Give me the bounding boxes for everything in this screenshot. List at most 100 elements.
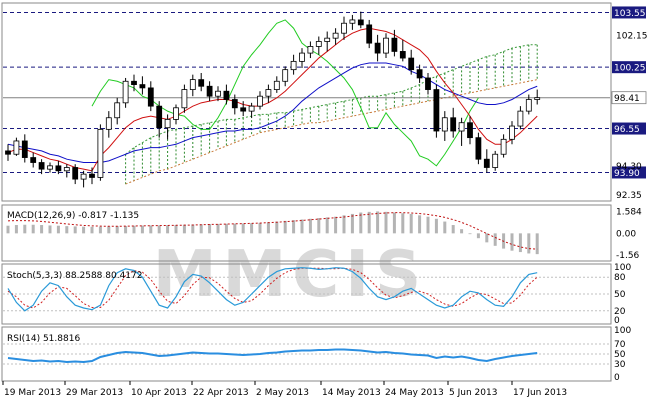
candle-body [366,24,373,44]
macd-histogram-bar [317,218,321,234]
level-price-label: 93.90 [614,169,640,179]
current-price-tag [611,91,647,105]
macd-histogram-bar [233,223,237,234]
macd-signal-line [7,212,538,250]
rsi-line [7,348,538,364]
candle-body [315,41,322,47]
macd-histogram-bar [56,225,60,234]
macd-histogram-bar [224,223,228,234]
rsi-title: RSI(14) 51.8816 [7,334,80,344]
macd-histogram-bar [292,220,296,234]
main-price-panel [3,11,610,188]
macd-histogram-bar [300,219,304,234]
current-price-label: 98.41 [614,94,640,104]
macd-histogram-bar [14,225,18,234]
candle-body [450,117,457,132]
macd-histogram-bar [174,225,178,234]
candle-body [475,137,482,160]
macd-y-tick: 1.584 [616,207,642,217]
x-axis-label: 5 Jun 2013 [449,388,497,398]
candle-body [181,89,188,109]
candle-body [399,51,406,59]
candle-body [467,122,473,139]
candle-body [47,165,53,170]
x-axis-label: 22 Apr 2013 [193,388,249,398]
macd-histogram-bar [460,229,464,234]
level-price-tag [612,6,646,19]
stoch-y-tick: 20 [614,307,626,317]
candle-body [509,125,515,140]
macd-histogram-bar [476,233,480,239]
stoch-k-line [7,267,538,312]
candle-body [307,46,314,54]
macd-histogram-bar [451,225,455,234]
x-axis-label: 19 Mar 2013 [4,388,61,398]
macd-histogram-bar [40,225,44,234]
candle-body [341,22,347,34]
stoch-y-tick: 80 [614,273,626,283]
macd-histogram-bar [325,217,329,234]
macd-histogram-bar [208,224,212,234]
macd-histogram-bar [98,226,102,234]
macd-histogram-bar [65,226,69,234]
macd-histogram-bar [258,222,262,234]
candle-body [517,110,524,127]
candle-body [324,37,331,42]
candle-body [299,52,305,62]
macd-histogram-bar [6,225,10,234]
macd-histogram-bar [73,226,77,234]
macd-histogram-bar [275,221,279,234]
candle-body [97,128,104,178]
candle-body [492,153,499,168]
senkou-span-b [125,79,538,185]
stoch-y-tick: 0 [614,316,620,326]
candle-body [223,90,230,100]
macd-histogram-bar [182,224,186,234]
chikou-span [91,19,479,167]
x-axis-label: 14 May 2013 [322,388,381,398]
macd-histogram-bar [48,225,52,234]
x-axis-label: 2 May 2013 [256,388,309,398]
candle-body [80,173,87,180]
macd-histogram-bar [23,224,27,234]
candle-body [189,79,196,90]
candle-body [21,140,28,158]
level-price-tag [612,166,646,179]
macd-histogram-bar [283,220,287,234]
candle-body [391,37,398,52]
candle-body [105,117,112,130]
rsi-y-tick: 100 [614,326,631,336]
macd-histogram-bar [443,221,447,234]
candle-body [206,85,213,97]
macd-histogram-bar [384,211,388,234]
macd-title: MACD(12,26,9) -0.817 -1.135 [7,211,139,221]
candle-body [357,19,364,26]
level-price-label: 96.55 [614,125,640,135]
candle-body [139,84,146,89]
rsi-y-tick: 30 [614,360,626,370]
candle-body [147,87,154,107]
macd-histogram-bar [82,226,86,234]
candle-body [500,138,507,155]
macd-histogram-bar [510,233,514,251]
candle-body [173,107,179,120]
candle-body [55,165,62,172]
candle-body [72,167,79,180]
macd-histogram-bar [308,218,312,234]
candle-body [231,99,238,109]
macd-histogram-bar [250,223,254,234]
candle-body [265,89,272,97]
candle-body [273,80,280,90]
candle-body [248,105,255,112]
x-axis-label: 29 Mar 2013 [66,388,123,398]
stoch-y-tick: 100 [614,263,631,273]
rsi-y-tick: 50 [614,350,626,360]
candle-body [13,140,20,155]
candle-body [5,150,11,155]
y-tick-label: 102.15 [616,32,648,42]
candle-body [114,102,121,119]
macd-histogram-bar [241,223,245,234]
macd-histogram-bar [409,213,413,234]
stoch-y-tick: 50 [614,290,626,300]
